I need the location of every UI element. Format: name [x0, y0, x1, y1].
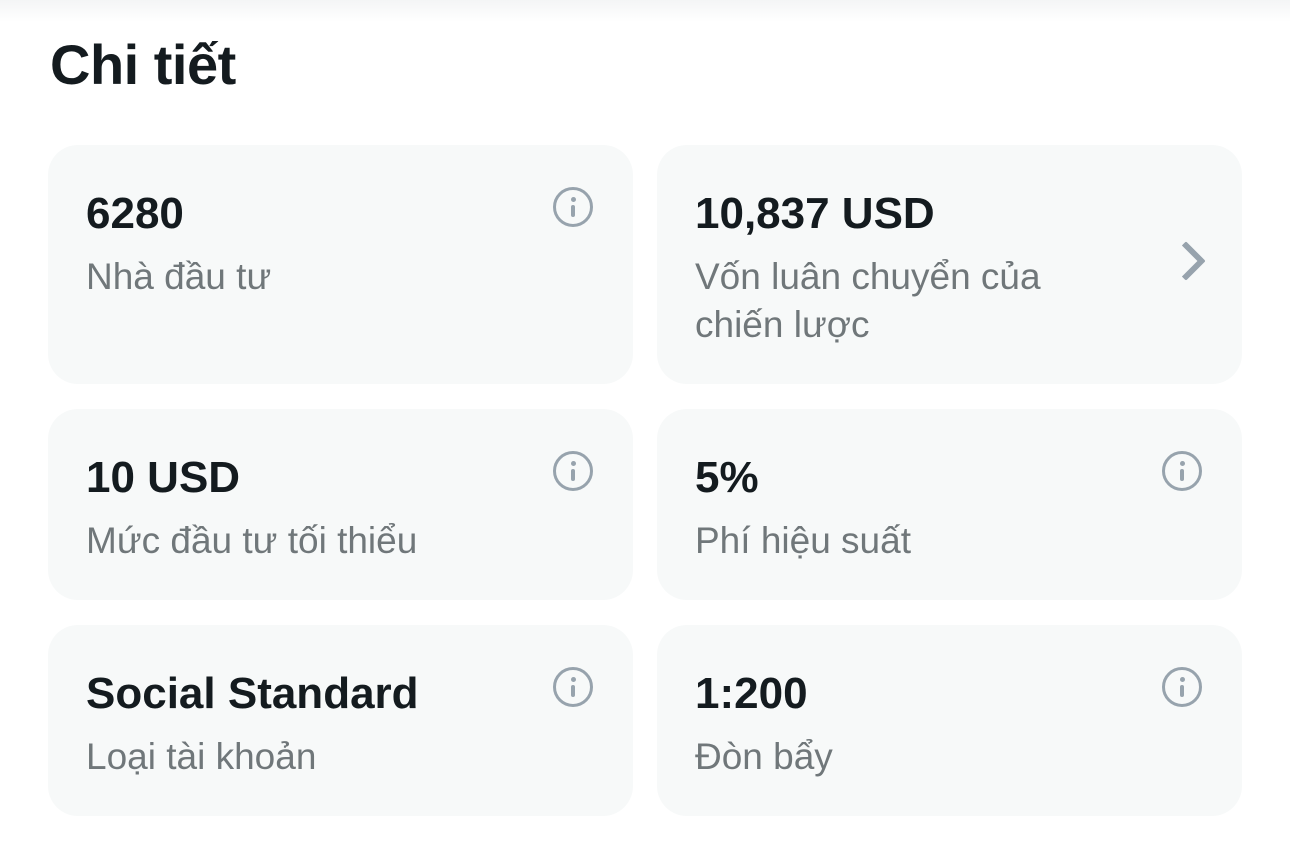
leverage-card: 1:200 Đòn bẩy: [657, 625, 1242, 816]
card-value: 6280: [86, 189, 184, 238]
card-label: Vốn luân chuyển của chiến lược: [695, 256, 1041, 345]
strategy-capital-card[interactable]: 10,837 USD Vốn luân chuyển của chiến lượ…: [657, 145, 1242, 384]
info-icon[interactable]: [1162, 451, 1202, 491]
info-icon[interactable]: [553, 667, 593, 707]
top-shadow: [0, 0, 1290, 22]
account-type-card: Social Standard Loại tài khoản: [48, 625, 633, 816]
investors-card: 6280 Nhà đầu tư: [48, 145, 633, 384]
card-label: Phí hiệu suất: [695, 520, 911, 561]
card-label: Loại tài khoản: [86, 736, 317, 777]
card-label: Mức đầu tư tối thiểu: [86, 520, 418, 561]
card-value: Social Standard: [86, 669, 419, 718]
card-value: 10 USD: [86, 453, 241, 502]
card-value: 5%: [695, 453, 759, 502]
section-title: Chi tiết: [50, 33, 236, 96]
card-value: 1:200: [695, 669, 808, 718]
info-icon[interactable]: [553, 451, 593, 491]
chevron-right-icon[interactable]: [1166, 241, 1206, 281]
card-value: 10,837 USD: [695, 189, 935, 238]
info-icon[interactable]: [553, 187, 593, 227]
info-icon[interactable]: [1162, 667, 1202, 707]
minimum-investment-card: 10 USD Mức đầu tư tối thiểu: [48, 409, 633, 600]
card-label: Đòn bẩy: [695, 736, 833, 777]
card-label: Nhà đầu tư: [86, 256, 272, 297]
performance-fee-card: 5% Phí hiệu suất: [657, 409, 1242, 600]
